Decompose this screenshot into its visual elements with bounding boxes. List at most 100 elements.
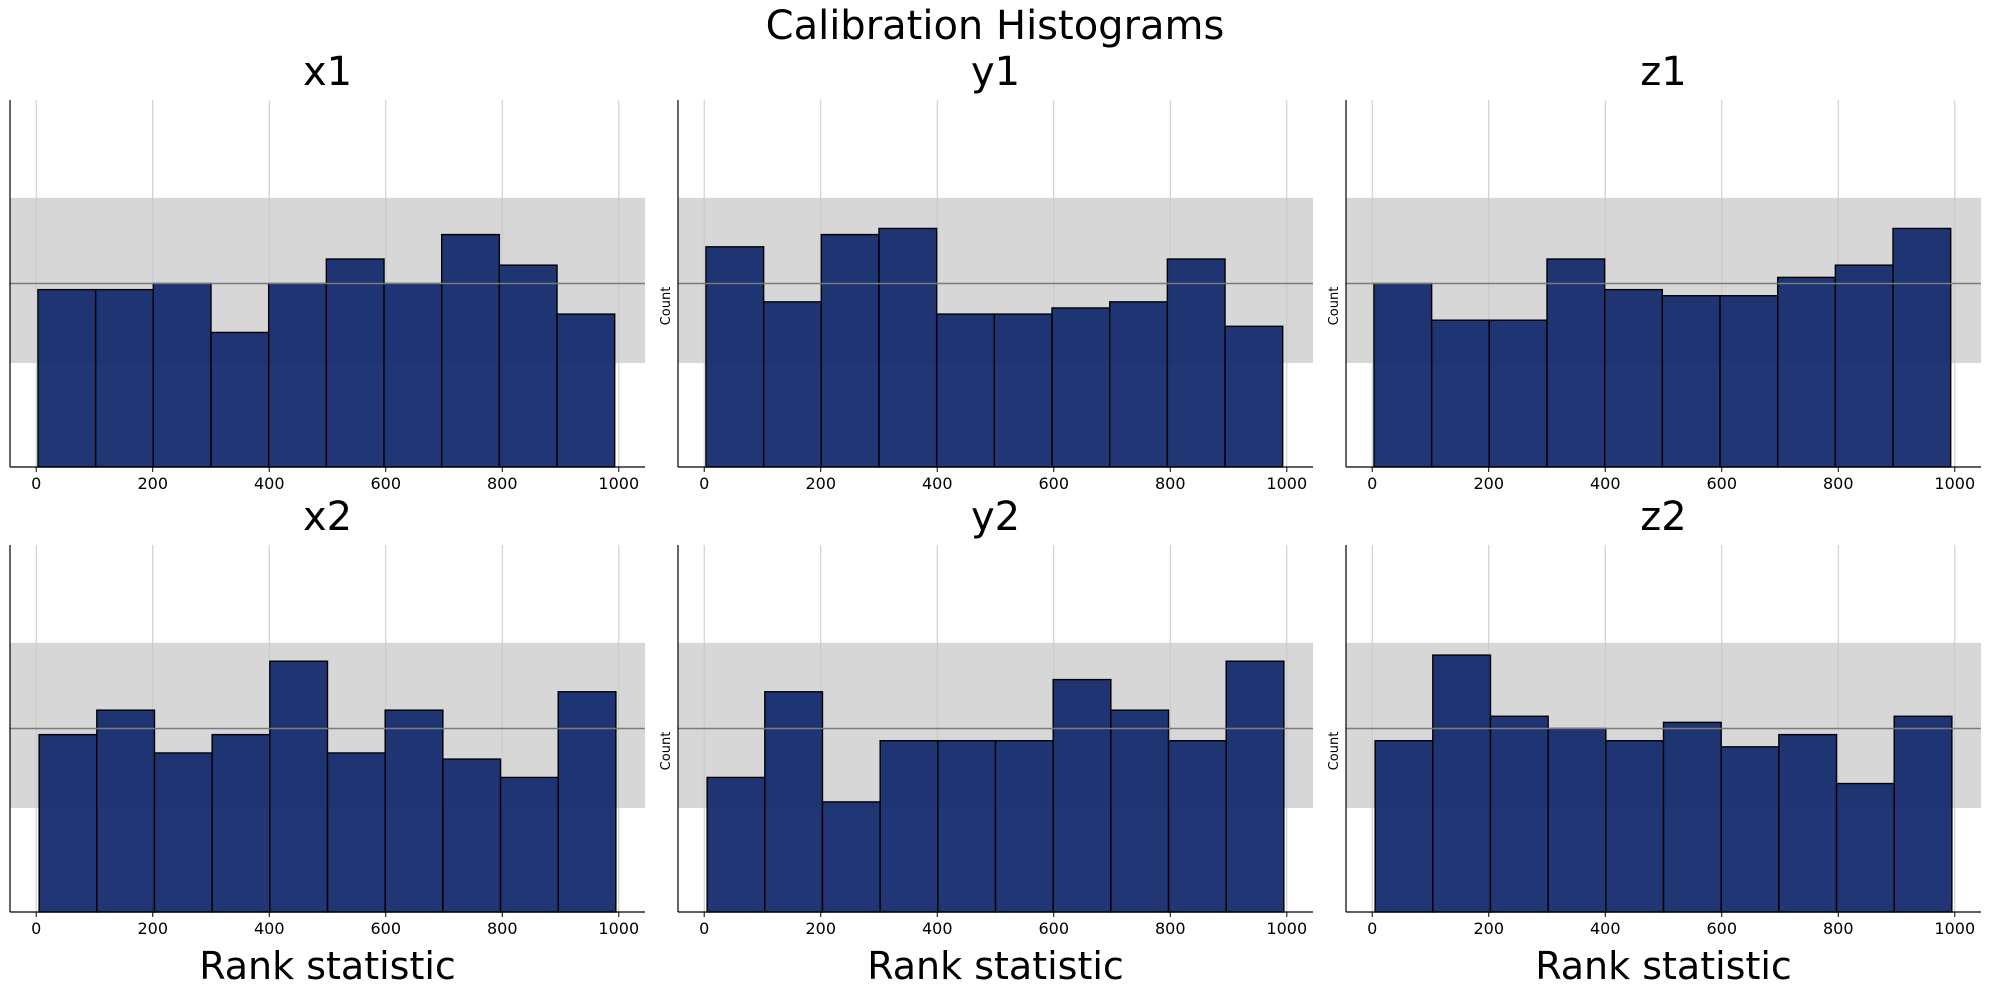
- histogram-bar: [1167, 740, 1227, 913]
- histogram-bar: [1835, 782, 1895, 913]
- histogram-bar: [269, 660, 329, 913]
- histogram-bar: [820, 233, 880, 468]
- x-axis-label: Rank statistic: [867, 944, 1124, 988]
- histogram-bar: [210, 331, 270, 468]
- histogram-bar: [383, 282, 443, 468]
- histogram-bar: [38, 733, 98, 913]
- histogram-bar: [1225, 660, 1285, 913]
- x-tick-label: 0: [699, 919, 709, 938]
- histogram-bar: [153, 752, 213, 913]
- x-tick-label: 800: [1155, 474, 1186, 493]
- histogram-bar: [96, 709, 156, 913]
- histogram-x1: 0 200 400 600 800 1000: [9, 100, 645, 493]
- histogram-bar: [211, 733, 271, 913]
- histogram-bar: [556, 313, 616, 468]
- figure-title: Calibration Histograms: [765, 3, 1225, 49]
- x-tick-label: 800: [1823, 919, 1854, 938]
- x-tick-label: 1000: [598, 474, 639, 493]
- histogram-bar: [706, 776, 766, 913]
- histogram-bar: [1778, 733, 1838, 913]
- histogram-bar: [1546, 258, 1606, 468]
- x-tick-label: 600: [1706, 919, 1737, 938]
- x-tick-label: 1000: [1266, 919, 1307, 938]
- histogram-bar: [821, 801, 881, 913]
- x-tick-label: 1000: [1934, 474, 1975, 493]
- histogram-bar: [267, 282, 328, 468]
- histogram-bar: [1373, 282, 1433, 468]
- panel-title-z2: z2: [1640, 494, 1687, 540]
- x-tick-label: 1000: [1934, 919, 1975, 938]
- histogram-bar: [499, 776, 559, 913]
- histogram-bar: [1605, 740, 1665, 913]
- x-tick-label: 600: [370, 919, 401, 938]
- y-axis-label: Count: [1327, 286, 1342, 325]
- histogram-bar: [326, 752, 386, 913]
- histogram-x2: 0 200 400 600 800 1000: [9, 545, 645, 938]
- y-axis-label: Count: [659, 731, 674, 770]
- histogram-bar: [1489, 715, 1549, 913]
- x-tick-label: 400: [922, 919, 953, 938]
- histogram-bar: [1374, 740, 1434, 913]
- histogram-bar: [557, 691, 617, 913]
- histogram-bar: [1547, 727, 1607, 913]
- panel-title-y2: y2: [970, 494, 1021, 540]
- histogram-bar: [937, 740, 997, 913]
- x-tick-label: 0: [699, 474, 709, 493]
- x-tick-label: 1000: [1266, 474, 1307, 493]
- x-tick-label: 200: [137, 919, 168, 938]
- histogram-bar: [1224, 325, 1284, 468]
- x-tick-label: 400: [922, 474, 953, 493]
- histogram-bar: [1052, 678, 1112, 913]
- histogram-bar: [442, 758, 502, 913]
- x-tick-label: 600: [1038, 474, 1069, 493]
- panel-title-x1: x1: [302, 49, 353, 95]
- x-tick-label: 800: [1823, 474, 1854, 493]
- histogram-bar: [1110, 709, 1170, 913]
- histogram-bar: [1893, 715, 1953, 913]
- histogram-bar: [993, 313, 1053, 468]
- histogram-bar: [764, 691, 824, 913]
- histogram-bar: [1720, 746, 1780, 913]
- histogram-z2: 0 200 400 600 800 1000: [1345, 545, 1981, 938]
- x-tick-label: 600: [1038, 919, 1069, 938]
- x-tick-label: 400: [1590, 919, 1621, 938]
- histogram-bar: [705, 246, 765, 468]
- x-tick-label: 200: [1473, 474, 1504, 493]
- histogram-z1: 0 200 400 600 800 1000: [1345, 100, 1981, 493]
- panel-title-z1: z1: [1640, 49, 1687, 95]
- x-tick-label: 800: [487, 919, 518, 938]
- x-tick-label: 200: [137, 474, 168, 493]
- histogram-bar: [935, 313, 996, 468]
- x-axis-label: Rank statistic: [1535, 944, 1792, 988]
- x-tick-label: 0: [1367, 919, 1377, 938]
- histogram-bar: [1719, 295, 1779, 468]
- x-tick-label: 600: [370, 474, 401, 493]
- histogram-bar: [994, 740, 1054, 913]
- histogram-y1: 0 200 400 600 800 1000: [677, 100, 1313, 493]
- histogram-bar: [1892, 227, 1952, 468]
- histogram-bar: [325, 258, 385, 468]
- x-tick-label: 0: [1367, 474, 1377, 493]
- histogram-bar: [94, 288, 155, 468]
- x-tick-label: 0: [31, 474, 41, 493]
- histogram-bar: [1834, 264, 1894, 468]
- histogram-bar: [1051, 307, 1111, 468]
- x-tick-label: 400: [254, 919, 285, 938]
- histogram-bar: [37, 288, 97, 468]
- x-tick-label: 1000: [598, 919, 639, 938]
- x-tick-label: 800: [1155, 919, 1186, 938]
- histogram-bar: [152, 282, 212, 468]
- histogram-bar: [878, 227, 938, 468]
- panel-title-y1: y1: [970, 49, 1021, 95]
- histogram-bar: [498, 264, 558, 468]
- x-axis-label: Rank statistic: [199, 944, 456, 988]
- panel-title-x2: x2: [302, 494, 353, 540]
- histogram-bar: [1488, 319, 1548, 468]
- x-tick-label: 0: [31, 919, 41, 938]
- histogram-bar: [384, 709, 444, 913]
- histogram-bar: [1776, 276, 1837, 468]
- histogram-bar: [762, 301, 823, 468]
- x-tick-label: 800: [487, 474, 518, 493]
- histogram-y2: 0 200 400 600 800 1000: [677, 545, 1313, 938]
